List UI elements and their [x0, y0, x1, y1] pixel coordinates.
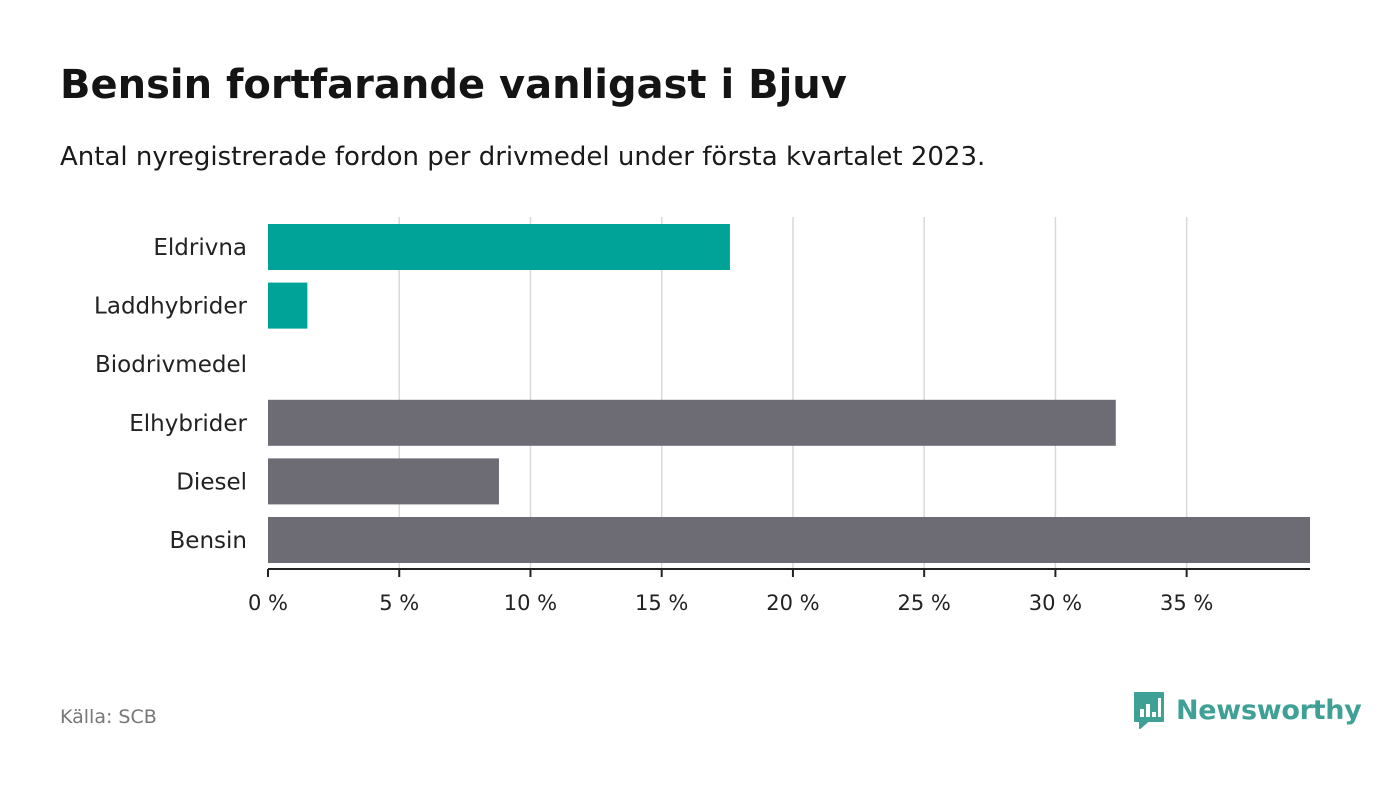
- bar-elhybrider: [268, 399, 1116, 446]
- x-axis: 0 % 5 % 10 % 15 % 20 % 25 % 30 % 35 %: [248, 568, 1310, 615]
- bar-bensin: [268, 517, 1310, 563]
- bar-diesel: [268, 458, 499, 505]
- x-tick-label: 35 %: [1160, 591, 1213, 615]
- category-label: Laddhybrider: [94, 294, 247, 320]
- x-tick-label: 10 %: [504, 591, 557, 615]
- bar-laddhybrider: [268, 282, 308, 329]
- bar-eldrivna: [268, 224, 730, 270]
- category-label: Elhybrider: [129, 411, 247, 437]
- chart-title: Bensin fortfarande vanligast i Bjuv: [60, 62, 847, 108]
- x-tick-label: 30 %: [1029, 591, 1082, 615]
- bar-chart: Eldrivna Laddhybrider Biodrivmedel Elhybrid…: [94, 217, 1310, 615]
- category-label: Bensin: [170, 528, 247, 554]
- bars: [268, 224, 1310, 563]
- x-tick-label: 25 %: [897, 591, 950, 615]
- x-tick-label: 20 %: [766, 591, 819, 615]
- category-label: Biodrivmedel: [95, 352, 247, 378]
- x-tick-label: 15 %: [635, 591, 688, 615]
- grid-lines: [398, 217, 1188, 569]
- chart-subtitle: Antal nyregistrerade fordon per drivmede…: [60, 142, 986, 172]
- brand-name: Newsworthy: [1176, 694, 1362, 726]
- newsworthy-logo: Newsworthy: [1132, 690, 1362, 730]
- newsworthy-logo-icon: [1134, 692, 1164, 729]
- category-label: Eldrivna: [153, 235, 247, 261]
- x-tick-label: 5 %: [379, 591, 419, 615]
- category-labels: Eldrivna Laddhybrider Biodrivmedel Elhybrid…: [94, 235, 247, 554]
- category-label: Diesel: [176, 469, 247, 495]
- x-tick-label: 0 %: [248, 591, 288, 615]
- source-note: Källa: SCB: [60, 706, 157, 728]
